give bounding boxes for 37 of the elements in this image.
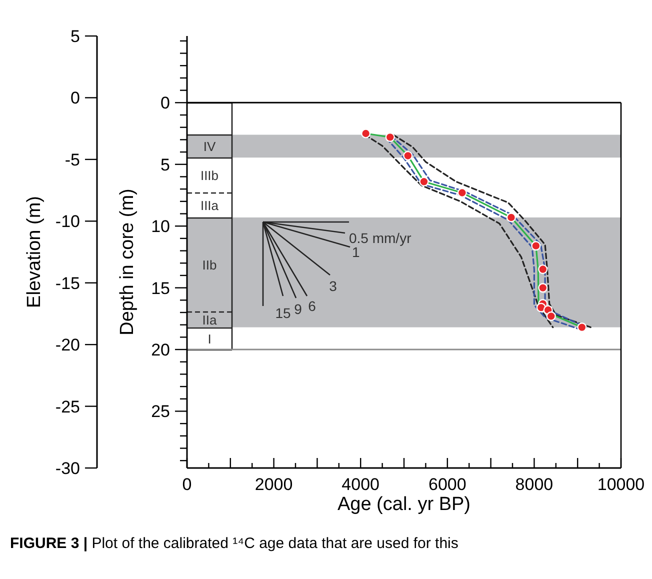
y2-tick-label: -15 (55, 274, 80, 293)
y-tick-label: 15 (151, 278, 170, 298)
y2-tick-label: 0 (70, 88, 80, 108)
annotation: 15 (275, 305, 291, 321)
annotation: IIIb (200, 168, 219, 183)
y-tick-label: 20 (151, 340, 170, 360)
annotation: 9 (294, 301, 302, 317)
x-tick-label: 2000 (254, 475, 293, 494)
y2-tick-label: -20 (55, 336, 80, 355)
y-tick-label: 5 (160, 155, 170, 174)
y-tick-label: 0 (160, 94, 170, 113)
annotation: IIb (202, 258, 217, 272)
annotation: 1 (352, 244, 360, 260)
annotation: I (208, 332, 212, 346)
annotation: IIIa (200, 198, 220, 213)
y2-tick-label: 5 (70, 27, 80, 46)
y2-axis-title: Elevation (m) (24, 196, 45, 308)
text: Plot of the calibrated ¹⁴C age data that are used for this (88, 535, 458, 552)
x-tick-label: 4000 (342, 475, 380, 494)
annotation: 3 (329, 278, 338, 294)
caption: FIGURE 3 | (10, 535, 88, 552)
y2-tick-label: -30 (55, 459, 80, 478)
y-tick-label: 25 (151, 402, 170, 422)
annotation: 0.5 mm/yr (349, 230, 412, 246)
y-tick-label: 10 (151, 217, 170, 236)
x-tick-label: 0 (182, 475, 192, 494)
annotation: 6 (308, 298, 316, 314)
x-tick-label: 8000 (515, 475, 554, 494)
y-axis-title: Depth in core (m) (117, 188, 138, 336)
annotation: IIa (202, 312, 218, 328)
y2-tick-label: -25 (55, 397, 80, 416)
y2-tick-label: -10 (55, 212, 80, 232)
y2-tick-label: -5 (64, 150, 80, 170)
annotation: IV (203, 139, 216, 154)
x-axis-title: Age (cal. yr BP) (337, 494, 471, 515)
x-tick-label: 10000 (597, 475, 645, 494)
x-tick-label: 6000 (428, 475, 466, 494)
